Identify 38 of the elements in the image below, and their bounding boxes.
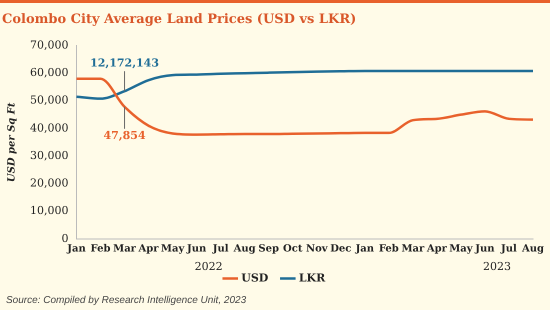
legend-label: USD — [241, 271, 269, 284]
x-tick-label: Jul — [212, 244, 229, 255]
x-tick-label: Feb — [378, 244, 399, 255]
text: 2022 — [194, 260, 223, 273]
x-tick-label: Feb — [90, 244, 110, 255]
x-tick-label: May — [449, 244, 474, 255]
line-series — [75, 70, 534, 100]
x-tick-label: May — [160, 244, 186, 255]
x-tick-label: Mar — [113, 244, 137, 255]
x-tick-label: Aug — [520, 244, 544, 255]
x-tick-label: Jan — [354, 244, 375, 255]
y-tick-label: 20,000 — [30, 176, 68, 190]
y-tick-label: 40,000 — [30, 121, 68, 134]
legend-label: LKR — [298, 271, 326, 284]
x-tick-label: Jun — [186, 244, 207, 255]
x-tick-label: Mar — [401, 244, 425, 255]
x-tick-label: Jun — [474, 244, 496, 255]
x-tick-label: Dec — [330, 244, 352, 255]
text: 2023 — [482, 260, 511, 273]
y-tick-label: 0 — [61, 232, 68, 245]
chart-title: Colombo City Average Land Prices (USD vs LKR) — [2, 12, 356, 28]
y-tick-label: 70,000 — [30, 38, 68, 52]
annotation: 47,854 — [103, 129, 146, 142]
y-tick-label: 10,000 — [30, 204, 68, 218]
annotation: 12,172,143 — [90, 56, 159, 70]
x-tick-label: Jan — [66, 244, 86, 255]
y-tick-label: 50,000 — [30, 94, 68, 107]
x-tick-label: Apr — [138, 244, 160, 255]
x-tick-label: Jul — [500, 244, 518, 255]
x-tick-label: Apr — [426, 244, 448, 255]
y-tick-label: 30,000 — [30, 148, 68, 162]
x-tick-label: Aug — [232, 244, 256, 255]
source-note: Source: Compiled by Research Intelligence Unit, 2023 — [6, 294, 247, 306]
y-axis-title: USD per Sq Ft — [6, 102, 18, 182]
x-tick-label: Oct — [283, 244, 303, 255]
x-tick-label: Nov — [306, 244, 329, 255]
y-tick-label: 60,000 — [30, 66, 68, 80]
x-tick-label: Sep — [258, 244, 279, 255]
